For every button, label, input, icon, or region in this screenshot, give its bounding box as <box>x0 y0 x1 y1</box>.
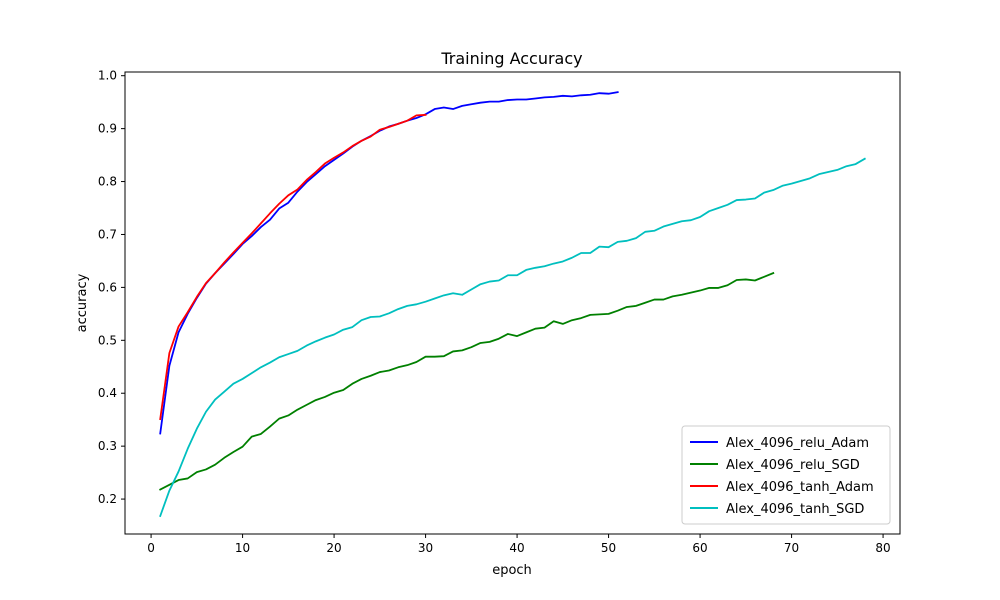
legend-box <box>681 425 891 525</box>
y-tick-label: 0.6 <box>98 280 117 294</box>
y-tick-label: 0.9 <box>98 122 117 136</box>
chart-title: Training Accuracy <box>440 49 582 68</box>
x-tick-label: 0 <box>147 541 155 555</box>
x-tick-label: 30 <box>418 541 433 555</box>
y-tick-label: 0.7 <box>98 227 117 241</box>
x-tick-label: 60 <box>692 541 707 555</box>
series-line-alex-4096-tanh-adam <box>159 113 427 421</box>
legend-label-alex-4096-relu-adam: Alex_4096_relu_Adam <box>726 436 869 451</box>
x-axis-title: epoch <box>492 563 532 578</box>
y-tick-label: 1.0 <box>98 69 117 83</box>
x-axis: 0 10 20 30 40 50 60 70 80 <box>147 534 891 555</box>
plot-frame <box>124 71 901 535</box>
y-tick-label: 0.4 <box>98 386 117 400</box>
legend-label-alex-4096-relu-sgd: Alex_4096_relu_SGD <box>726 458 860 473</box>
series-line-alex-4096-relu-sgd <box>159 271 775 491</box>
legend-label-alex-4096-tanh-sgd: Alex_4096_tanh_SGD <box>726 502 864 517</box>
y-tick-label: 0.3 <box>98 439 117 453</box>
y-tick-label: 0.2 <box>98 492 117 506</box>
x-tick-label: 50 <box>601 541 616 555</box>
x-tick-label: 20 <box>326 541 341 555</box>
x-tick-label: 70 <box>784 541 799 555</box>
y-tick-label: 0.5 <box>98 333 117 347</box>
x-tick-label: 80 <box>875 541 890 555</box>
series-line-alex-4096-tanh-sgd <box>159 157 866 518</box>
y-tick-label: 0.8 <box>98 175 117 189</box>
x-tick-label: 10 <box>235 541 250 555</box>
y-axis: 0.2 0.3 0.4 0.5 0.6 0.7 0.8 0.9 1.0 <box>98 69 125 506</box>
x-tick-label: 40 <box>509 541 524 555</box>
y-axis-title: accuracy <box>75 273 90 332</box>
legend-label-alex-4096-tanh-adam: Alex_4096_tanh_Adam <box>726 480 874 495</box>
legend: Alex_4096_relu_Adam Alex_4096_relu_SGD Ale… <box>681 425 891 525</box>
series-layer <box>159 91 866 518</box>
